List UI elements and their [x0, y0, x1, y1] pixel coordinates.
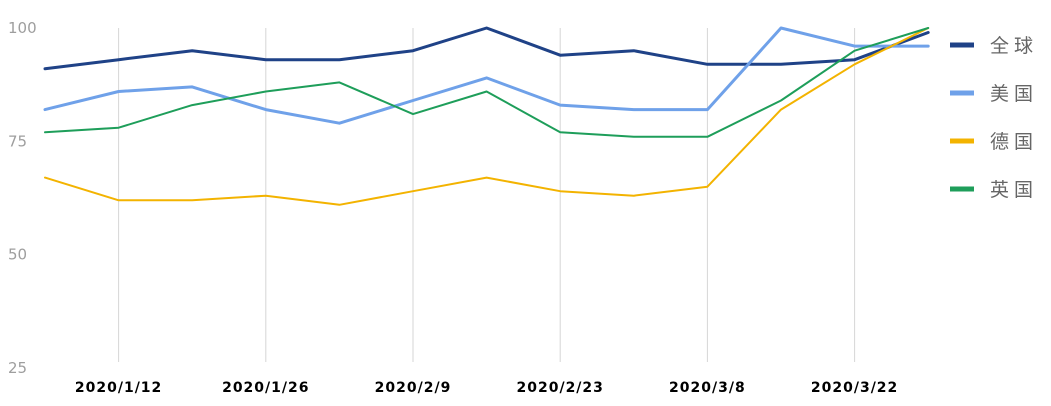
legend-label: 全球 — [990, 35, 1038, 57]
legend-label: 德国 — [990, 131, 1038, 153]
series-line-1 — [43, 26, 930, 71]
y-tick-label: 50 — [8, 246, 27, 264]
x-tick-label: 2020/2/9 — [375, 380, 452, 396]
y-tick-label: 100 — [8, 19, 37, 37]
x-tick-label: 2020/3/8 — [669, 380, 746, 396]
x-tick-label: 2020/1/12 — [75, 380, 162, 396]
series-line-3 — [44, 27, 930, 206]
y-tick-label: 25 — [8, 359, 27, 377]
x-tick-label: 2020/1/26 — [222, 380, 309, 396]
x-tick-label: 2020/2/23 — [516, 380, 603, 396]
legend-label: 英国 — [990, 179, 1038, 201]
gridlines — [118, 28, 856, 362]
x-axis-ticks: 2020/1/12 2020/1/26 2020/2/9 2020/2/23 2020/… — [75, 380, 898, 396]
series-line-4 — [44, 27, 930, 138]
series-lines — [43, 26, 930, 206]
y-axis-ticks: 25 50 75 100 — [8, 19, 37, 377]
x-tick-label: 2020/3/22 — [811, 380, 898, 396]
legend-label: 美国 — [990, 83, 1038, 105]
y-tick-label: 75 — [8, 132, 27, 150]
series-line-2 — [43, 26, 930, 125]
